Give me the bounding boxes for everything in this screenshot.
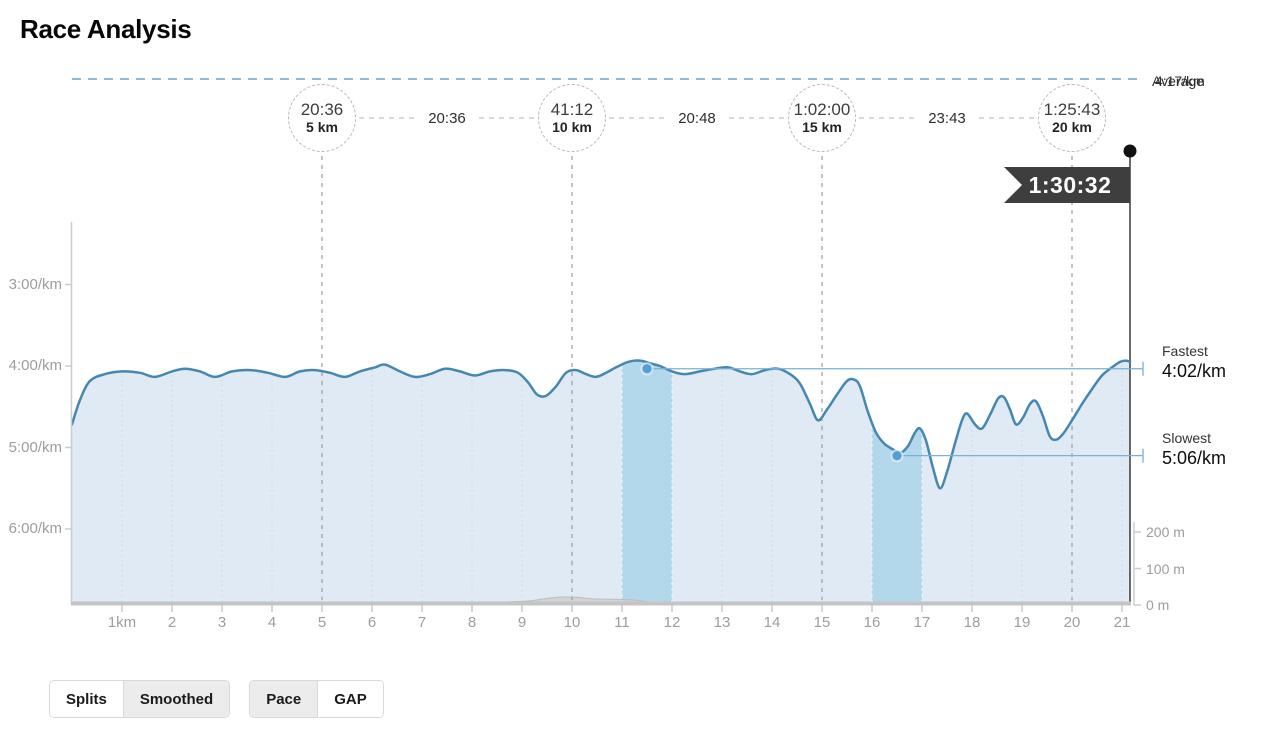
gap-button[interactable]: GAP: [317, 681, 383, 717]
finish-dot-icon: [1123, 144, 1137, 158]
fastest-km-band: [622, 360, 672, 602]
view-toggle-group: Splits Smoothed: [49, 680, 231, 718]
splits-button[interactable]: Splits: [50, 681, 123, 717]
fastest-marker-dot: [640, 362, 654, 376]
finish-flag-time: 1:30:32: [1028, 172, 1112, 198]
average-pace-text: 4:17/km: [1155, 73, 1205, 89]
average-line-label: Average 4:17/km: [1152, 73, 1205, 89]
slowest-km-band: [872, 360, 922, 602]
metric-toggle-group: Pace GAP: [249, 680, 384, 718]
fastest-value: 4:02/km: [1162, 361, 1227, 381]
slowest-title: Slowest: [1162, 430, 1212, 446]
page-title: Race Analysis: [20, 14, 192, 44]
fastest-label: Fastest 4:02/km: [1162, 343, 1226, 382]
chart-canvas: [65, 78, 1144, 612]
finish-flag-icon: [1004, 167, 1130, 203]
fastest-title: Fastest: [1162, 343, 1208, 359]
smoothed-button[interactable]: Smoothed: [122, 681, 230, 717]
pace-area: [72, 360, 1130, 602]
average-text: Average: [1152, 73, 1204, 89]
chart-controls: Splits Smoothed Pace GAP: [49, 680, 384, 718]
pace-button[interactable]: Pace: [250, 681, 318, 717]
slowest-value: 5:06/km: [1162, 448, 1227, 468]
slowest-label: Slowest 5:06/km: [1162, 430, 1226, 469]
slowest-marker-dot: [890, 449, 904, 463]
x-axis-line: [71, 601, 1131, 606]
